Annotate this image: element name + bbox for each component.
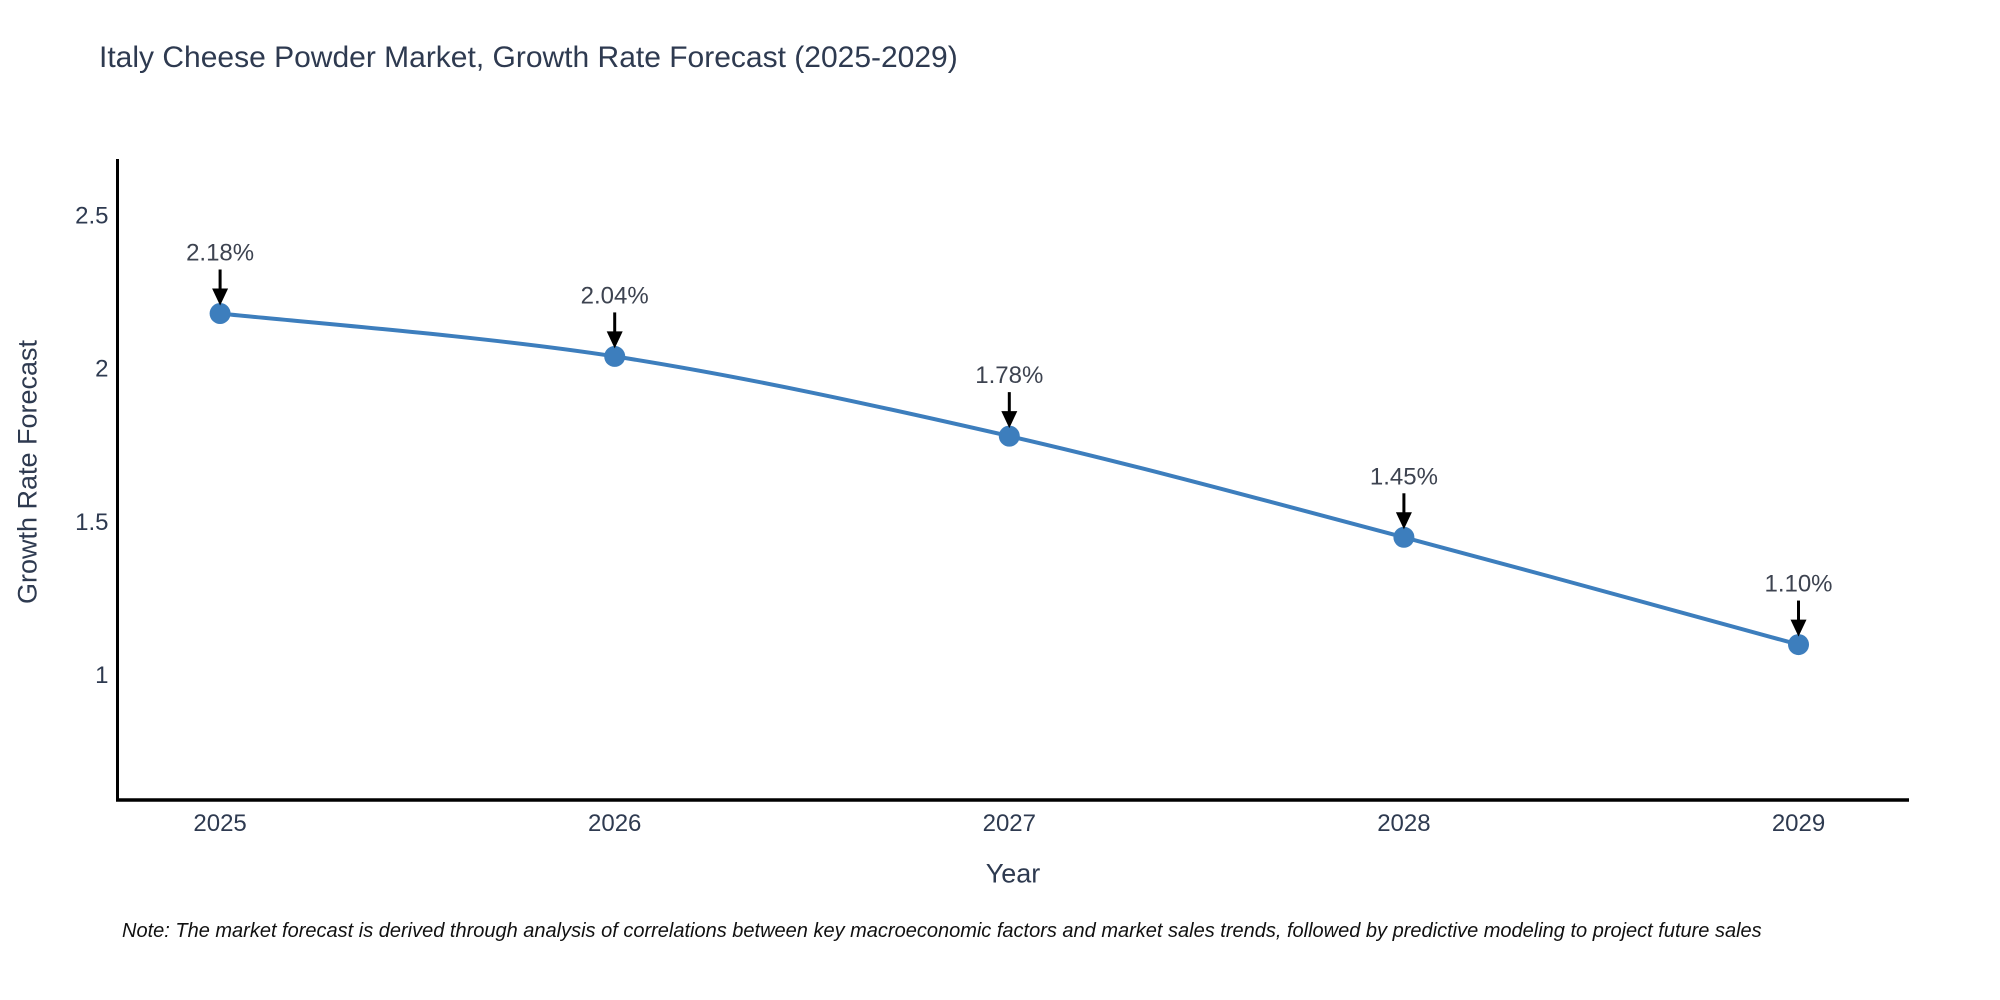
annotation-arrowhead bbox=[1790, 619, 1807, 637]
point-label: 2.18% bbox=[186, 240, 254, 267]
annotation-arrowhead bbox=[212, 288, 229, 306]
chart-title: Italy Cheese Powder Market, Growth Rate … bbox=[99, 41, 958, 74]
point-label: 2.04% bbox=[581, 282, 649, 309]
footnote: Note: The market forecast is derived thr… bbox=[122, 920, 1762, 942]
ytick-label: 1.5 bbox=[75, 509, 108, 536]
xtick-label: 2028 bbox=[1377, 810, 1430, 837]
data-point-marker bbox=[1788, 634, 1810, 656]
annotation-arrowhead bbox=[1001, 411, 1018, 429]
annotation-arrowhead bbox=[606, 331, 623, 349]
xtick-label: 2025 bbox=[193, 810, 246, 837]
data-point-marker bbox=[209, 303, 231, 325]
xtick-label: 2026 bbox=[588, 810, 641, 837]
ytick-label: 2.5 bbox=[75, 202, 108, 229]
point-label: 1.10% bbox=[1764, 571, 1832, 598]
annotation-arrowhead bbox=[1395, 512, 1412, 530]
point-label: 1.78% bbox=[975, 362, 1043, 389]
ytick-label: 2 bbox=[95, 356, 108, 383]
xtick-label: 2027 bbox=[983, 810, 1036, 837]
x-axis-title: Year bbox=[985, 858, 1041, 889]
data-point-marker bbox=[1393, 526, 1415, 548]
xtick-label: 2029 bbox=[1772, 810, 1825, 837]
data-point-marker bbox=[604, 345, 626, 367]
data-point-marker bbox=[998, 425, 1020, 447]
point-label: 1.45% bbox=[1370, 463, 1438, 490]
ytick-label: 1 bbox=[95, 662, 108, 689]
